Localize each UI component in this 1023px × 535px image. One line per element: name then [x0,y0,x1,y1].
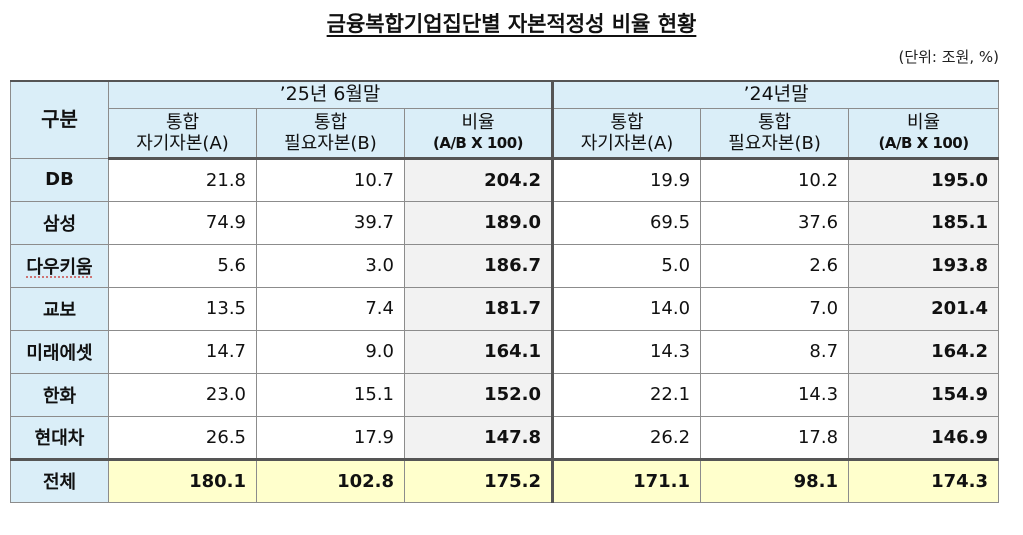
cell-a-2025: 14.7 [108,329,257,374]
cell-a-2025: 13.5 [108,286,257,331]
header-col-ratio-2025: 비율 (A/B X 100) [403,107,554,160]
cell-a-2024: 14.0 [551,286,702,331]
total-ratio-2024: 174.3 [848,457,1000,503]
cell-b-2025: 15.1 [256,372,405,417]
header-period-2024: ’24년말 [551,80,1000,109]
cell-b-2025: 7.4 [256,286,405,331]
total-b-2024: 98.1 [700,457,850,503]
total-a-2025: 180.1 [108,457,257,503]
cell-a-2024: 22.1 [551,372,702,417]
cell-b-2024: 7.0 [700,286,850,331]
header-col-a-2024: 통합 자기자본(A) [551,107,702,160]
table-row: 한화 23.0 15.1 152.0 22.1 14.3 154.9 [10,372,1000,417]
cell-a-2025: 26.5 [108,415,257,460]
header-col-b-2025: 통합 필요자본(B) [256,107,405,160]
total-row: 전체 180.1 102.8 175.2 171.1 98.1 174.3 [10,457,1000,503]
cell-a-2025: 21.8 [108,157,257,202]
table-row: 삼성 74.9 39.7 189.0 69.5 37.6 185.1 [10,200,1000,245]
table-row: 다우키움 5.6 3.0 186.7 5.0 2.6 193.8 [10,243,1000,288]
total-ratio-2025: 175.2 [403,457,554,503]
cell-a-2025: 74.9 [108,200,257,245]
table-row: 교보 13.5 7.4 181.7 14.0 7.0 201.4 [10,286,1000,331]
cell-a-2025: 5.6 [108,243,257,288]
header-col-b-2024: 통합 필요자본(B) [700,107,850,160]
total-row-name: 전체 [10,457,109,503]
unit-label: (단위: 조원, %) [898,48,999,66]
header-period-2025: ’25년 6월말 [107,80,554,109]
cell-a-2024: 26.2 [551,415,702,460]
row-name: DB [10,157,109,202]
cell-b-2025: 9.0 [256,329,405,374]
cell-b-2025: 3.0 [256,243,405,288]
cell-a-2024: 14.3 [551,329,702,374]
cell-ratio-2025: 147.8 [403,415,554,460]
cell-b-2024: 37.6 [700,200,850,245]
cell-ratio-2025: 152.0 [403,372,554,417]
row-name: 한화 [10,372,109,417]
cell-a-2024: 5.0 [551,243,702,288]
cell-a-2024: 19.9 [551,157,702,202]
header-col-ratio-2024: 비율 (A/B X 100) [848,107,1000,160]
cell-ratio-2024: 201.4 [848,286,1000,331]
cell-ratio-2024: 154.9 [848,372,1000,417]
row-name: 미래에셋 [10,329,109,374]
cell-b-2024: 14.3 [700,372,850,417]
cell-a-2024: 69.5 [551,200,702,245]
row-name: 다우키움 [10,243,109,288]
total-a-2024: 171.1 [551,457,702,503]
header-row-columns: 통합 자기자본(A) 통합 필요자본(B) 비율 (A/B X 100) 통합 … [11,107,1000,160]
cell-ratio-2024: 164.2 [848,329,1000,374]
row-name: 교보 [10,286,109,331]
total-b-2025: 102.8 [256,457,405,503]
cell-ratio-2025: 164.1 [403,329,554,374]
table-row: DB 21.8 10.7 204.2 19.9 10.2 195.0 [10,157,1000,202]
cell-b-2025: 10.7 [256,157,405,202]
cell-b-2025: 39.7 [256,200,405,245]
cell-ratio-2025: 204.2 [403,157,554,202]
cell-ratio-2025: 186.7 [403,243,554,288]
table-row: 현대차 26.5 17.9 147.8 26.2 17.8 146.9 [10,415,1000,460]
cell-b-2024: 8.7 [700,329,850,374]
capital-adequacy-table: 구분 ’25년 6월말 ’24년말 통합 자기자본(A) 통합 필요자본(B) … [10,80,1000,503]
row-name: 현대차 [10,415,109,460]
cell-b-2025: 17.9 [256,415,405,460]
header-corner: 구분 [10,80,109,159]
cell-ratio-2025: 189.0 [403,200,554,245]
cell-b-2024: 10.2 [700,157,850,202]
cell-b-2024: 2.6 [700,243,850,288]
table-row: 미래에셋 14.7 9.0 164.1 14.3 8.7 164.2 [10,329,1000,374]
document-title: 금융복합기업집단별 자본적정성 비율 현황 [326,12,697,36]
row-name: 삼성 [10,200,109,245]
cell-ratio-2024: 146.9 [848,415,1000,460]
cell-ratio-2024: 193.8 [848,243,1000,288]
header-row-period: 구분 ’25년 6월말 ’24년말 [10,80,1000,159]
cell-ratio-2024: 185.1 [848,200,1000,245]
cell-ratio-2025: 181.7 [403,286,554,331]
cell-a-2025: 23.0 [108,372,257,417]
header-col-a-2025: 통합 자기자본(A) [108,107,257,160]
cell-ratio-2024: 195.0 [848,157,1000,202]
cell-b-2024: 17.8 [700,415,850,460]
